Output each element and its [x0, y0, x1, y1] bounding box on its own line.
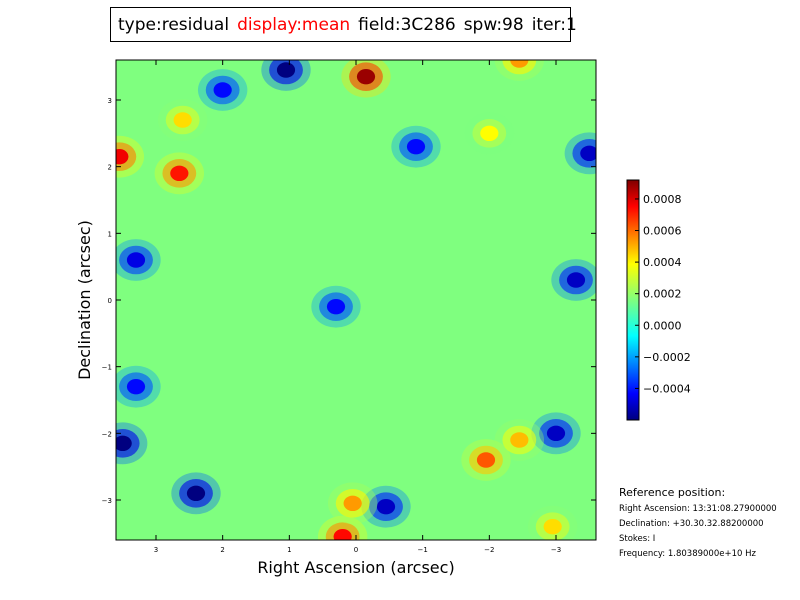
title-part: spw:98 — [463, 14, 524, 35]
y-tick-label: −3 — [102, 497, 112, 505]
x-tick-label: 1 — [287, 546, 291, 554]
peak-8-level-2 — [510, 60, 529, 68]
trough-1-level-2 — [116, 435, 132, 452]
reference-line: Frequency: 1.80389000e+10 Hz — [619, 549, 756, 559]
reference-line: Right Ascension: 13:31:08.27900000 — [619, 504, 777, 514]
colorbar-tick-label: 0.0004 — [643, 256, 682, 269]
x-tick-label: −2 — [484, 546, 494, 554]
peak-4-level-2 — [343, 495, 362, 512]
trough-4-level-2 — [546, 425, 566, 442]
trough-2-level-2 — [186, 485, 206, 502]
y-tick-label: 0 — [108, 297, 112, 305]
y-tick-label: −2 — [102, 430, 112, 438]
trough-9-level-2 — [213, 82, 232, 98]
trough-10-level-2 — [126, 378, 146, 395]
colorbar-tick-label: −0.0004 — [643, 382, 691, 395]
y-tick-label: 2 — [108, 164, 112, 172]
x-axis-label: Right Ascension (arcsec) — [257, 558, 454, 577]
heatmap-background — [116, 60, 596, 540]
x-tick-label: 2 — [220, 546, 224, 554]
trough-11-level-2 — [326, 298, 346, 315]
peak-10-level-2 — [543, 518, 562, 535]
peak-3-level-2 — [333, 528, 352, 540]
trough-8-level-2 — [406, 138, 426, 155]
x-tick-label: 3 — [154, 546, 158, 554]
heatmap-layer — [116, 60, 596, 540]
trough-7-level-2 — [126, 252, 146, 268]
y-tick-label: 3 — [108, 97, 112, 105]
peak-5-level-2 — [476, 452, 496, 468]
title-part: display:mean — [237, 14, 351, 35]
colorbar-tick-label: 0.0008 — [643, 193, 682, 206]
x-tick-label: −3 — [551, 546, 561, 554]
x-tick-label: 0 — [354, 546, 358, 554]
plot-title-box: type:residual display:mean field:3C286 spw:… — [110, 7, 577, 42]
peak-1-level-2 — [116, 148, 129, 165]
y-axis-label: Declination (arcsec) — [75, 220, 94, 380]
trough-6-level-2 — [580, 145, 596, 162]
peak-9-level-2 — [173, 112, 192, 128]
y-tick-label: −1 — [102, 364, 112, 372]
x-tick-label: −1 — [418, 546, 428, 554]
title-part: iter:1 — [531, 14, 577, 35]
y-tick-label: 1 — [108, 230, 112, 238]
colorbar-ticks: 0.0008 0.0006 0.0004 0.0002 0.0000 −0.0002 −0.… — [635, 193, 691, 395]
reference-line: Declination: +30.30.32.88200000 — [619, 519, 764, 529]
reference-line: Stokes: I — [619, 534, 656, 544]
title-part: field:3C286 — [358, 14, 456, 35]
trough-3-level-2 — [376, 498, 396, 515]
title-part: type:residual — [118, 14, 230, 35]
axes: 3 2 1 0 −1 −2 −3 3 2 1 0 −1 −2 −3 — [102, 60, 596, 554]
trough-0-level-2 — [276, 62, 296, 78]
peak-6-level-2 — [510, 432, 529, 448]
colorbar — [626, 179, 640, 421]
colorbar-tick-label: 0.0006 — [643, 225, 682, 238]
peak-7-level-2 — [480, 125, 499, 142]
colorbar-tick-label: 0.0002 — [643, 288, 682, 301]
peak-0-level-2 — [356, 68, 376, 85]
trough-5-level-2 — [566, 272, 586, 288]
reference-heading: Reference position: — [619, 486, 726, 499]
colorbar-tick-label: −0.0002 — [643, 351, 691, 364]
peak-2-level-2 — [170, 165, 189, 182]
colorbar-tick-label: 0.0000 — [643, 319, 682, 332]
